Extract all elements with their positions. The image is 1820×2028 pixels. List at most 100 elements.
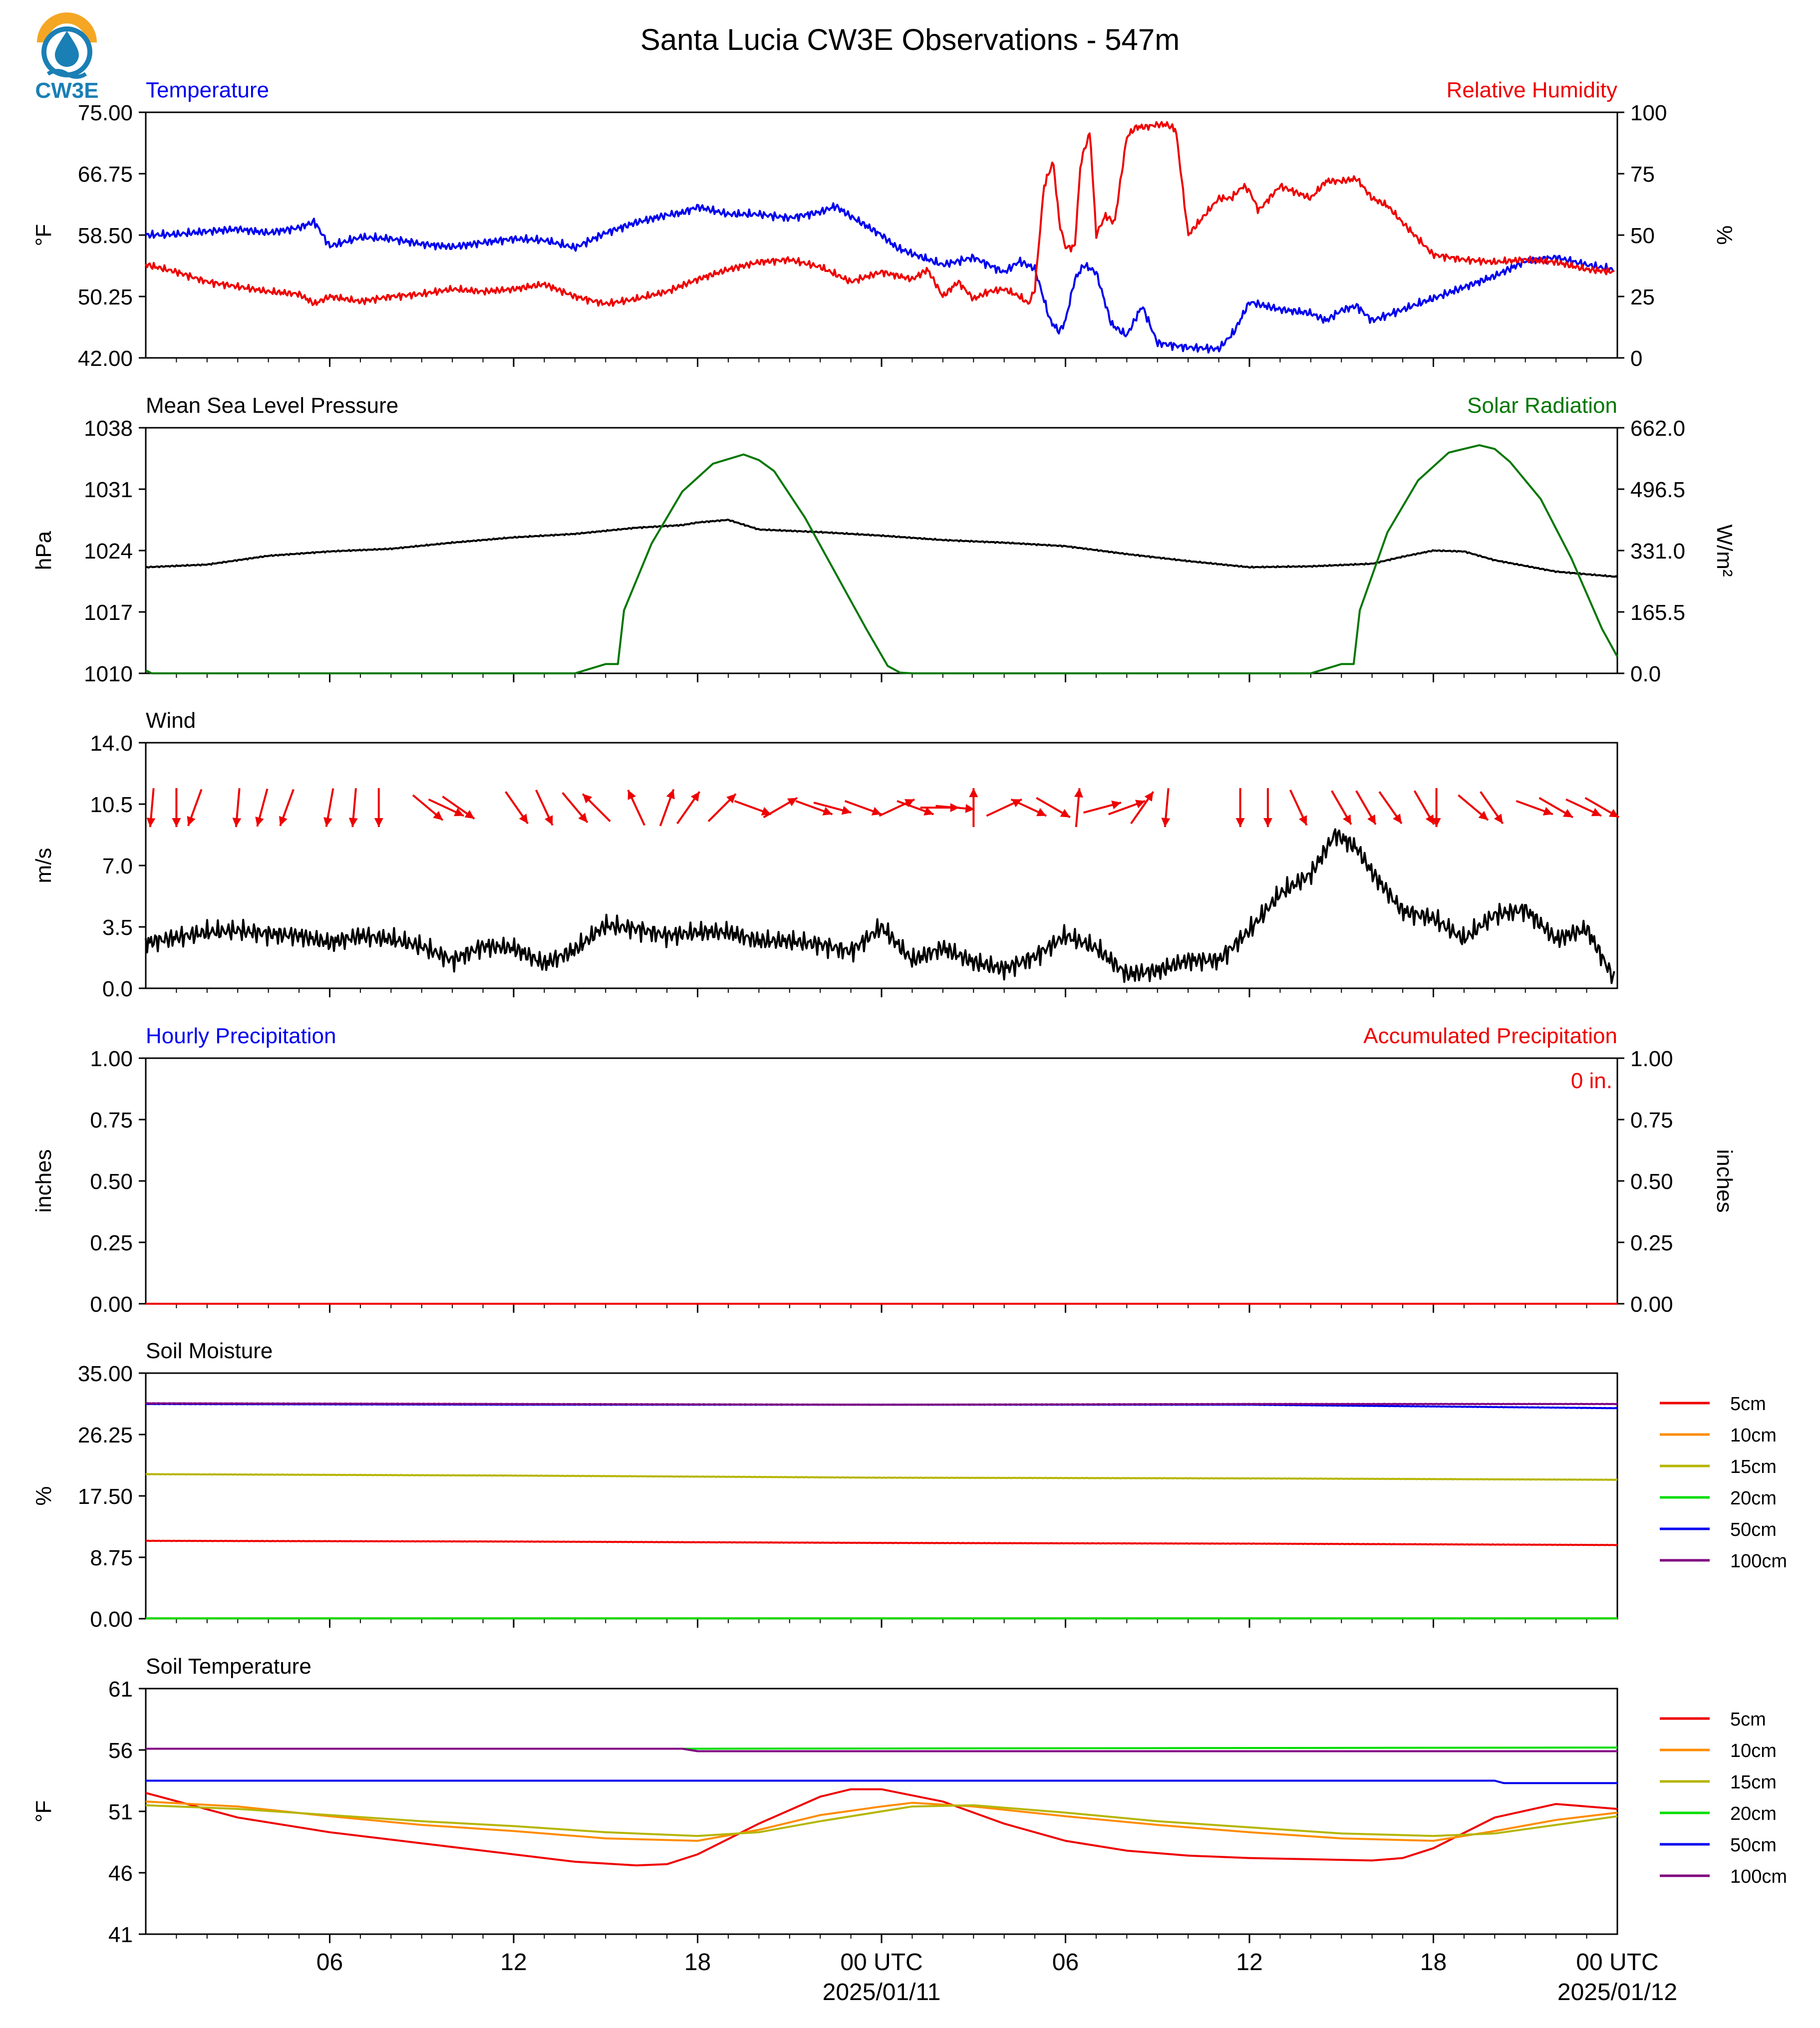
y-tick-label-left: 7.0 (102, 854, 133, 878)
wind-arrow (172, 788, 181, 827)
y-tick-label-left: 42.00 (78, 346, 133, 371)
legend-label: 20cm (1730, 1803, 1777, 1824)
wind-arrow (627, 789, 645, 826)
panel-precipitation: Hourly Precipitation Accumulated Precipit… (31, 1024, 1737, 1317)
x-tick-label: 18 (684, 1949, 711, 1976)
y-tick-label-left: 0.00 (90, 1607, 133, 1632)
wind-arrow (844, 800, 882, 816)
y-tick-label-left: 66.75 (78, 162, 133, 187)
wind-arrow (412, 794, 444, 821)
series-line-50cm (146, 1779, 1617, 1784)
wind-arrow (1010, 798, 1047, 817)
panel-title-left: Hourly Precipitation (146, 1024, 336, 1048)
x-tick-label: 12 (500, 1949, 527, 1976)
y-tick-label-right: 0.75 (1630, 1108, 1673, 1133)
wind-arrow (1480, 791, 1504, 825)
panel-title-right: Relative Humidity (1447, 78, 1617, 102)
x-tick-label: 18 (1420, 1949, 1447, 1976)
figure-title: Santa Lucia CW3E Observations - 547m (640, 23, 1180, 56)
y-tick-label-left: 26.25 (78, 1423, 133, 1448)
wind-arrow (535, 789, 554, 826)
y-tick-label-right: 25 (1630, 285, 1655, 309)
wind-arrow (795, 800, 833, 816)
water-drop-icon (55, 31, 79, 67)
panel-wind: Wind 0.0 3.5 7.0 10.5 14.0 m/s (31, 708, 1620, 1001)
wind-arrow (582, 793, 611, 823)
legend-label: 50cm (1730, 1835, 1777, 1856)
y-axis-label-left: hPa (31, 531, 56, 570)
panel-title-right: Accumulated Precipitation (1363, 1024, 1617, 1048)
x-tick-label: 12 (1236, 1949, 1262, 1976)
wind-arrow (279, 789, 295, 827)
panel-title-left: Wind (146, 708, 196, 733)
wind-arrow (1565, 798, 1602, 817)
y-tick-label-left: 35.00 (78, 1362, 133, 1386)
series-line-15cm (145, 1473, 1618, 1481)
y-tick-label-left: 75.00 (78, 101, 133, 125)
y-tick-label-left: 56 (108, 1738, 133, 1763)
wind-arrow (1130, 791, 1155, 825)
legend-label: 15cm (1730, 1456, 1777, 1477)
legend-label: 20cm (1730, 1488, 1777, 1509)
y-tick-label-left: 3.5 (102, 915, 133, 940)
y-tick-label-left: 1017 (84, 600, 133, 625)
legend: 5cm 10cm 15cm 20cm 50cm 100cm (1660, 1394, 1787, 1572)
wind-arrow (676, 791, 701, 825)
y-axis-label-left: inches (31, 1149, 56, 1212)
wind-arrow (813, 801, 852, 815)
cw3e-logo: CW3E (35, 12, 99, 103)
wind-arrow (232, 788, 242, 828)
y-tick-label-right: 1.00 (1630, 1047, 1673, 1071)
y-tick-label-left: 51 (108, 1800, 133, 1824)
y-tick-label-left: 46 (108, 1861, 133, 1886)
series-line-wind-speed (145, 828, 1615, 984)
y-tick-label-left: 1024 (84, 539, 133, 564)
series-line-100cm (146, 1747, 1617, 1752)
y-tick-label-right: 100 (1630, 101, 1667, 125)
time-axis-labels: 06 12 18 00 UTC 2025/01/11 06 12 18 00 UTC 2025/0… (316, 1949, 1677, 2006)
wind-arrow (1413, 790, 1435, 825)
series-line-10cm (145, 1800, 1618, 1842)
y-tick-label-right: 50 (1630, 224, 1655, 248)
y-tick-label-right: 0.25 (1630, 1231, 1673, 1255)
y-axis-label-right: W/m² (1712, 524, 1737, 577)
logo-sun-icon (37, 12, 97, 42)
y-tick-label-left: 41 (108, 1923, 133, 1947)
wind-arrow (1516, 800, 1553, 816)
x-tick-label: 06 (1052, 1949, 1079, 1976)
legend-label: 5cm (1730, 1394, 1766, 1415)
wind-arrow (1235, 788, 1245, 827)
wind-arrow (935, 804, 975, 813)
legend-label: 100cm (1730, 1866, 1787, 1887)
panel-soil-temperature: Soil Temperature 41 46 51 56 61 °F 5cm 10cm 15cm 2… (31, 1654, 1787, 1947)
y-tick-label-left: 0.0 (102, 977, 133, 1001)
x-date-label: 2025/01/11 (823, 1979, 941, 2006)
series-line-5cm (145, 1539, 1618, 1546)
y-tick-label-right: 0.00 (1630, 1292, 1673, 1317)
y-tick-label-right: 0.50 (1630, 1169, 1673, 1194)
legend-label: 50cm (1730, 1519, 1777, 1540)
legend-label: 15cm (1730, 1772, 1777, 1793)
y-tick-label-left: 0.50 (90, 1169, 133, 1194)
y-axis-label-right: % (1712, 225, 1737, 245)
x-tick-label: 00 UTC (840, 1949, 922, 1976)
wind-arrow (1432, 788, 1441, 827)
y-tick-label-right: 75 (1630, 162, 1655, 187)
y-tick-label-left: 1.00 (90, 1047, 133, 1071)
wind-arrow (1108, 800, 1146, 816)
wind-arrow (1538, 797, 1573, 819)
y-tick-label-right: 331.0 (1630, 539, 1685, 564)
y-tick-label-left: 17.50 (78, 1484, 133, 1509)
y-tick-label-left: 1010 (84, 662, 133, 686)
x-date-label: 2025/01/12 (1557, 1979, 1677, 2006)
y-tick-label-left: 58.50 (78, 224, 133, 248)
y-tick-label-left: 14.0 (90, 731, 133, 756)
wind-arrow (562, 792, 589, 824)
y-tick-label-left: 0.25 (90, 1231, 133, 1255)
legend-label: 5cm (1730, 1709, 1766, 1730)
series-line-15cm (145, 1804, 1618, 1837)
panel-title-right: Solar Radiation (1467, 393, 1617, 418)
wind-arrow (1263, 788, 1272, 827)
chart-panels: Temperature Relative Humidity 42.00 50.25 58… (31, 78, 1787, 1947)
